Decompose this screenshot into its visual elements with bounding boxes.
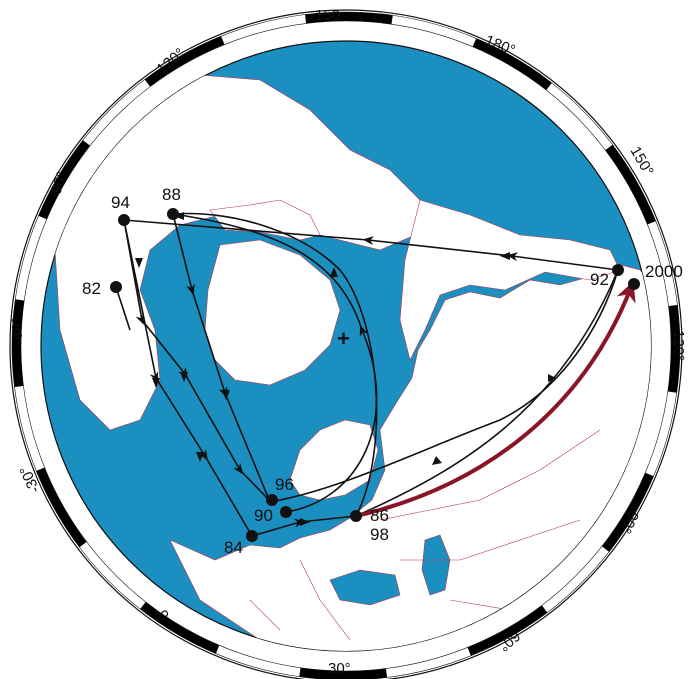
site-label-2000: 2000 <box>645 262 683 281</box>
route-88-to-90 <box>172 213 271 503</box>
arrow-c <box>180 372 188 382</box>
site-label-82: 82 <box>82 279 101 298</box>
route-86-to-88 <box>172 212 378 517</box>
arrow-d <box>222 390 230 400</box>
arrow-i <box>548 374 556 382</box>
site-dot-92 <box>612 264 624 276</box>
arrow-g <box>330 267 338 277</box>
site-dot-90 <box>280 506 292 518</box>
lon-label-d30: 30° <box>328 660 351 677</box>
site-label-84: 84 <box>224 538 243 557</box>
site-label-92: 92 <box>590 270 609 289</box>
arrow-f <box>174 212 184 220</box>
site-dot-86 <box>350 510 362 522</box>
route-86-to-92 <box>355 269 619 517</box>
arrow-a <box>152 378 160 388</box>
lon-label-m90: -90° <box>46 170 71 202</box>
route-82-to-84 <box>115 286 131 331</box>
route-90-to-88 <box>172 213 378 513</box>
site-dot-96 <box>266 494 278 506</box>
arrow-h <box>432 456 442 465</box>
site-dot-88 <box>167 208 179 220</box>
landmass-scandinavia <box>289 419 379 501</box>
arrow-b <box>196 452 204 462</box>
site-label-90: 90 <box>254 506 273 525</box>
arrow-e <box>500 252 510 260</box>
frame-segment <box>220 14 307 46</box>
water-black-sea <box>329 569 401 606</box>
site-labels: 94 88 82 92 2000 96 90 86 98 84 <box>82 185 683 557</box>
lon-label-m150: -150 <box>310 7 340 24</box>
site-label-86: 86 <box>370 506 389 525</box>
lon-label-d120: 120° <box>670 330 687 361</box>
site-dot-82 <box>110 281 122 293</box>
route-98-to-2000 <box>355 281 636 518</box>
water-caspian-sea <box>421 534 451 596</box>
frame-tick-band <box>11 11 681 679</box>
arrow-k <box>135 258 143 268</box>
pole-marker: + <box>337 326 350 351</box>
frame-outer-circle <box>9 9 683 679</box>
lon-label-m60: -60° <box>9 317 26 345</box>
site-dot-84 <box>246 530 258 542</box>
site-markers <box>110 208 640 542</box>
site-label-96: 96 <box>275 475 294 494</box>
site-dot-2000 <box>628 278 640 290</box>
site-label-94: 94 <box>111 193 130 212</box>
route-90-to-96 <box>269 269 619 503</box>
site-dot-94 <box>118 214 130 226</box>
site-label-88: 88 <box>162 185 181 204</box>
arrow-j <box>300 518 310 526</box>
site-label-98: 98 <box>370 525 389 544</box>
route-arrows <box>135 212 556 526</box>
